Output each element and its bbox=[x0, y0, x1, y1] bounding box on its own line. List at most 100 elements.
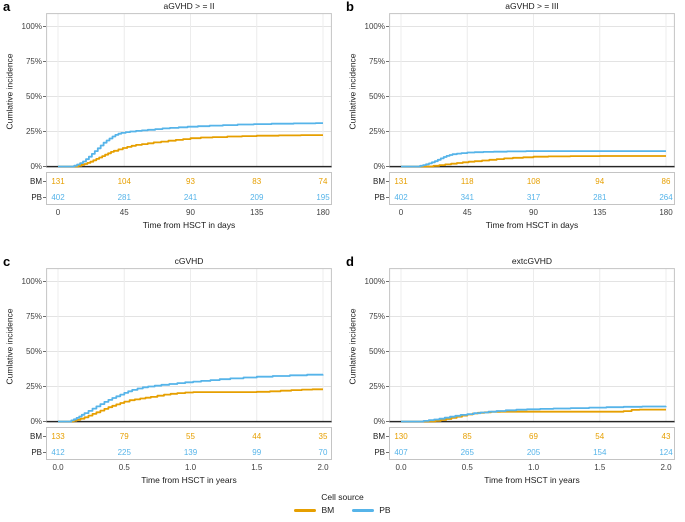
risk-value: 83 bbox=[252, 176, 262, 186]
x-tick-label: 135 bbox=[593, 208, 607, 217]
panel-letter-label: c bbox=[3, 254, 11, 269]
risk-value: 265 bbox=[460, 447, 474, 457]
panel-letter-label: a bbox=[3, 0, 11, 14]
y-tick-label: 0% bbox=[30, 162, 42, 171]
x-tick-label: 135 bbox=[250, 208, 264, 217]
legend-item-label: BM bbox=[321, 505, 335, 515]
risk-value: 70 bbox=[318, 447, 328, 457]
legend-item-pb: PB bbox=[352, 505, 391, 515]
risk-row-label: PB bbox=[31, 192, 42, 202]
risk-row-tick-mark bbox=[386, 180, 389, 182]
curve-bm bbox=[58, 388, 323, 423]
risk-row-label: BM bbox=[373, 176, 385, 186]
risk-value: 317 bbox=[526, 192, 541, 202]
y-tick-label: 100% bbox=[364, 277, 385, 286]
y-tick-label: 0% bbox=[30, 417, 42, 426]
y-tick-mark bbox=[43, 421, 46, 422]
x-axis-label: Time from HSCT in days bbox=[485, 220, 579, 230]
curve-pb bbox=[58, 373, 324, 423]
panel-letter-label: d bbox=[346, 254, 354, 269]
plot-area bbox=[389, 13, 675, 168]
y-tick-label: 0% bbox=[373, 417, 385, 426]
x-tick-label: 0.0 bbox=[395, 463, 407, 472]
x-tick-label: 0.5 bbox=[461, 463, 473, 472]
y-tick-label: 100% bbox=[364, 22, 385, 31]
curve-bm bbox=[401, 155, 666, 168]
risk-value: 341 bbox=[460, 192, 474, 202]
y-tick-label: 100% bbox=[21, 22, 42, 31]
risk-value: 407 bbox=[394, 447, 408, 457]
risk-value: 412 bbox=[51, 447, 65, 457]
curve-pb bbox=[58, 122, 323, 168]
y-tick-mark bbox=[43, 131, 46, 132]
x-tick-label: 45 bbox=[462, 208, 472, 217]
panel-title: aGVHD > = II bbox=[163, 1, 215, 11]
x-tick-label: 0 bbox=[398, 208, 404, 217]
risk-value: 108 bbox=[526, 176, 541, 186]
risk-value: 85 bbox=[462, 431, 472, 441]
y-tick-label: 25% bbox=[368, 382, 385, 391]
risk-value: 130 bbox=[394, 431, 408, 441]
x-axis-label: Time from HSCT in days bbox=[142, 220, 236, 230]
y-tick-mark bbox=[386, 281, 389, 282]
x-tick-label: 1.0 bbox=[527, 463, 540, 472]
legend-item-label: PB bbox=[379, 505, 391, 515]
x-tick-label: 180 bbox=[316, 208, 330, 217]
risk-row-tick-mark bbox=[386, 435, 389, 437]
plot-area bbox=[46, 268, 332, 423]
risk-table-box bbox=[389, 427, 675, 460]
risk-table-box bbox=[46, 427, 332, 460]
y-tick-label: 75% bbox=[368, 57, 385, 66]
risk-value: 54 bbox=[595, 431, 605, 441]
y-tick-mark bbox=[386, 351, 389, 352]
y-tick-label: 25% bbox=[368, 127, 385, 136]
risk-table-box bbox=[46, 172, 332, 205]
risk-value: 131 bbox=[51, 176, 65, 186]
x-tick-label: 1.5 bbox=[594, 463, 606, 472]
panel-title: cGVHD bbox=[174, 256, 204, 266]
curve-pb bbox=[401, 405, 667, 423]
x-tick-label: 180 bbox=[659, 208, 673, 217]
risk-row-label: BM bbox=[373, 431, 385, 441]
risk-row-label: PB bbox=[374, 447, 385, 457]
legend-title: Cell source bbox=[321, 492, 364, 502]
y-tick-label: 50% bbox=[25, 347, 42, 356]
legend-items: BM PB bbox=[0, 505, 685, 515]
plot-border bbox=[389, 13, 675, 168]
risk-row-label: BM bbox=[30, 431, 42, 441]
risk-value: 43 bbox=[661, 431, 671, 441]
risk-value: 86 bbox=[661, 176, 671, 186]
y-tick-mark bbox=[43, 386, 46, 387]
y-tick-mark bbox=[43, 316, 46, 317]
risk-row-label: PB bbox=[31, 447, 42, 457]
x-tick-label: 0.0 bbox=[52, 463, 64, 472]
risk-value: 209 bbox=[250, 192, 264, 202]
y-tick-mark bbox=[386, 131, 389, 132]
risk-value: 402 bbox=[51, 192, 65, 202]
y-tick-label: 50% bbox=[368, 347, 385, 356]
x-tick-label: 2.0 bbox=[317, 463, 329, 472]
risk-value: 44 bbox=[252, 431, 262, 441]
x-tick-label: 1.0 bbox=[184, 463, 197, 472]
y-tick-label: 75% bbox=[368, 312, 385, 321]
y-tick-label: 75% bbox=[25, 57, 42, 66]
y-tick-mark bbox=[386, 166, 389, 167]
y-tick-label: 50% bbox=[368, 92, 385, 101]
x-tick-label: 90 bbox=[186, 208, 195, 217]
risk-value: 55 bbox=[186, 431, 195, 441]
panel-d: d extcGVHD Cumlative incidence Time from… bbox=[343, 254, 685, 505]
legend-line-swatch-pb bbox=[352, 508, 375, 512]
risk-value: 402 bbox=[394, 192, 408, 202]
plot-border bbox=[389, 268, 675, 423]
x-tick-label: 45 bbox=[119, 208, 129, 217]
panel-b: b aGVHD > = III Cumlative incidence Time… bbox=[343, 0, 685, 250]
risk-row-tick-mark bbox=[386, 451, 389, 453]
y-tick-label: 0% bbox=[373, 162, 385, 171]
y-tick-mark bbox=[386, 26, 389, 27]
y-tick-mark bbox=[386, 421, 389, 422]
risk-value: 281 bbox=[593, 192, 607, 202]
risk-value: 35 bbox=[318, 431, 328, 441]
y-tick-label: 25% bbox=[25, 382, 42, 391]
y-tick-label: 25% bbox=[25, 127, 42, 136]
